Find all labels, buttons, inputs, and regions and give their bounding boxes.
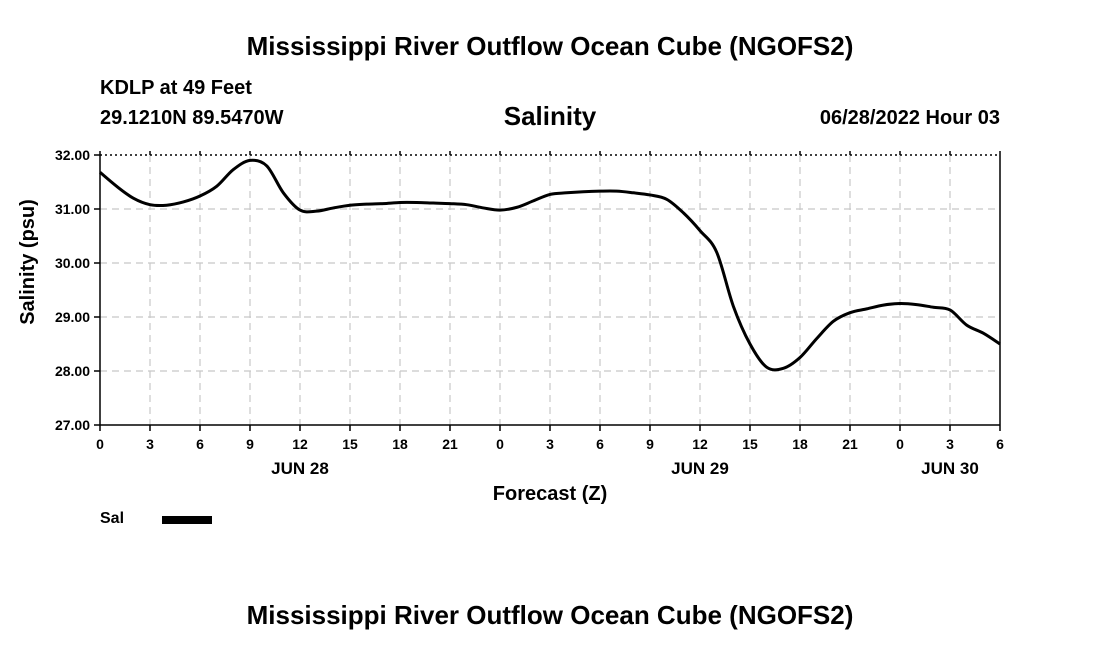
x-tick-label: 6 [596, 436, 604, 452]
y-tick-label: 30.00 [55, 255, 90, 271]
x-axis-title: Forecast (Z) [493, 483, 607, 505]
station-coordinates: 29.1210N 89.5470W [100, 107, 284, 129]
x-tick-label: 3 [546, 436, 554, 452]
x-tick-label: 0 [96, 436, 104, 452]
forecast-datetime: 06/28/2022 Hour 03 [819, 107, 1000, 129]
x-tick-label: 21 [442, 436, 458, 452]
y-tick-label: 29.00 [55, 309, 90, 325]
date-label: JUN 30 [921, 459, 979, 478]
footer-title: Mississippi River Outflow Ocean Cube (NG… [246, 600, 854, 630]
x-tick-label: 15 [742, 436, 758, 452]
series-group [99, 158, 1001, 372]
x-axis-ticks: 0 3 6 9 12 15 18 21 0 3 6 9 12 15 18 21 0 3 6 [96, 151, 1004, 452]
x-tick-label: 3 [946, 436, 954, 452]
y-tick-label: 32.00 [55, 147, 90, 163]
x-tick-label: 9 [246, 436, 254, 452]
y-axis-ticks: 27.00 28.00 29.00 30.00 31.00 32.00 [55, 147, 100, 433]
x-tick-label: 18 [392, 436, 408, 452]
date-label: JUN 29 [671, 459, 729, 478]
x-tick-label: 0 [496, 436, 504, 452]
page-title: Mississippi River Outflow Ocean Cube (NG… [246, 31, 854, 61]
series-line-sal [99, 158, 1001, 372]
station-label: KDLP at 49 Feet [100, 77, 252, 99]
y-tick-label: 31.00 [55, 201, 90, 217]
x-tick-label: 18 [792, 436, 808, 452]
x-tick-label: 9 [646, 436, 654, 452]
y-tick-label: 27.00 [55, 417, 90, 433]
y-tick-label: 28.00 [55, 363, 90, 379]
x-tick-label: 12 [292, 436, 308, 452]
chart-grid [100, 155, 1000, 425]
x-tick-label: 0 [896, 436, 904, 452]
x-tick-label: 6 [996, 436, 1004, 452]
legend-swatch [162, 516, 212, 524]
chart-title: Salinity [503, 101, 597, 131]
x-tick-label: 6 [196, 436, 204, 452]
x-tick-label: 21 [842, 436, 858, 452]
date-labels: JUN 28 JUN 29 JUN 30 [271, 459, 979, 478]
date-label: JUN 28 [271, 459, 329, 478]
x-tick-label: 3 [146, 436, 154, 452]
legend-label: Sal [100, 510, 125, 527]
y-axis-title: Salinity (psu) [17, 199, 39, 325]
x-tick-label: 15 [342, 436, 358, 452]
x-tick-label: 12 [692, 436, 708, 452]
